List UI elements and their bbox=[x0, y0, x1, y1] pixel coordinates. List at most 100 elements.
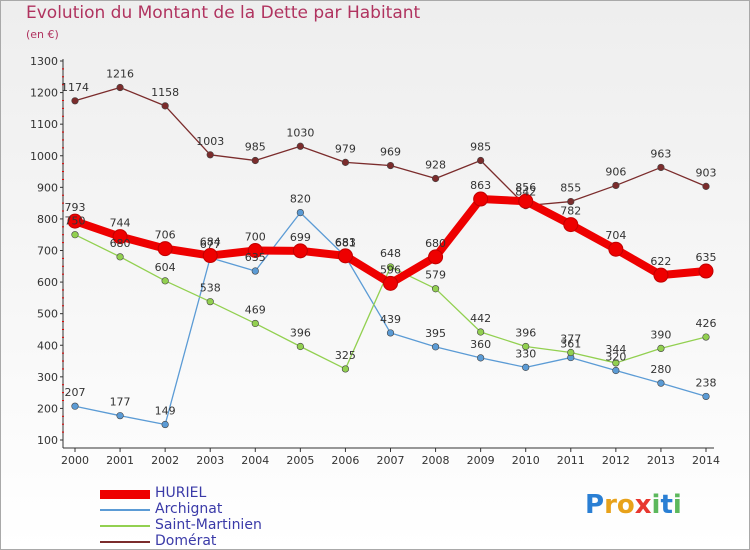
data-point bbox=[341, 158, 350, 166]
data-label: 648 bbox=[380, 247, 401, 260]
data-label: 325 bbox=[335, 349, 356, 362]
x-tick-label: 2005 bbox=[286, 454, 314, 467]
legend-label: HURIEL bbox=[155, 485, 207, 501]
x-tick-label: 2000 bbox=[61, 454, 89, 467]
data-point bbox=[296, 342, 304, 351]
data-point bbox=[202, 248, 218, 264]
data-point bbox=[657, 163, 665, 172]
data-label: 390 bbox=[650, 328, 671, 341]
y-tick-label: 600 bbox=[37, 276, 58, 289]
data-point bbox=[518, 193, 534, 209]
y-tick-label: 700 bbox=[37, 245, 58, 258]
x-tick-label: 2001 bbox=[106, 454, 134, 467]
data-point bbox=[116, 83, 124, 92]
data-label: 744 bbox=[110, 217, 131, 230]
data-label: 863 bbox=[470, 179, 491, 192]
data-point bbox=[292, 243, 308, 259]
data-label: 699 bbox=[290, 231, 311, 244]
data-point bbox=[702, 182, 710, 190]
data-point bbox=[296, 209, 304, 217]
data-label: 280 bbox=[650, 363, 671, 376]
data-label: 680 bbox=[110, 237, 131, 250]
data-point bbox=[567, 197, 575, 206]
data-point bbox=[657, 344, 665, 353]
y-tick-label: 800 bbox=[37, 213, 58, 226]
proxiti-logo: Proxiti bbox=[585, 490, 682, 520]
chart-subtitle: (en €) bbox=[26, 28, 59, 41]
data-point bbox=[337, 248, 353, 264]
legend-swatch bbox=[100, 509, 150, 511]
legend-item: HURIEL bbox=[100, 485, 320, 502]
chart-title: Evolution du Montant de la Dette par Hab… bbox=[26, 3, 421, 23]
data-point bbox=[341, 365, 350, 373]
data-label: 207 bbox=[65, 386, 86, 399]
data-label: 622 bbox=[650, 255, 671, 268]
data-point bbox=[702, 392, 710, 401]
y-tick-label: 900 bbox=[37, 181, 58, 194]
x-tick-label: 2009 bbox=[467, 454, 495, 467]
data-point bbox=[116, 253, 124, 261]
legend-label: Domérat bbox=[155, 533, 217, 549]
data-label: 680 bbox=[425, 237, 446, 250]
legend-swatch bbox=[100, 490, 150, 499]
y-tick-label: 200 bbox=[37, 402, 58, 415]
x-tick-label: 2014 bbox=[692, 454, 720, 467]
data-label: 330 bbox=[515, 347, 536, 360]
data-label: 426 bbox=[696, 317, 717, 330]
data-point bbox=[71, 402, 79, 410]
data-label: 360 bbox=[470, 338, 491, 351]
data-point bbox=[608, 241, 624, 257]
y-tick-label: 400 bbox=[37, 339, 58, 352]
data-point bbox=[567, 348, 575, 357]
data-point bbox=[116, 412, 124, 420]
legend-label: Archignat bbox=[155, 501, 223, 517]
data-point bbox=[157, 241, 173, 257]
data-label: 149 bbox=[155, 405, 176, 418]
y-tick-label: 100 bbox=[37, 434, 58, 447]
data-point bbox=[522, 363, 530, 371]
data-label: 469 bbox=[245, 303, 266, 316]
data-label: 1003 bbox=[196, 135, 224, 148]
data-label: 856 bbox=[515, 181, 536, 194]
data-label: 704 bbox=[605, 229, 626, 242]
data-label: 538 bbox=[200, 282, 221, 295]
legend: HURIEL Archignat Saint-Martinien Domérat bbox=[100, 485, 320, 550]
data-label: 903 bbox=[696, 166, 717, 179]
data-label: 681 bbox=[335, 237, 356, 250]
logo-letter: t bbox=[660, 490, 673, 520]
data-label: 604 bbox=[155, 261, 176, 274]
data-point bbox=[161, 277, 169, 285]
x-tick-label: 2006 bbox=[331, 454, 359, 467]
data-label: 782 bbox=[560, 205, 581, 218]
data-label: 177 bbox=[110, 396, 131, 409]
data-label: 684 bbox=[200, 236, 221, 249]
data-label: 320 bbox=[605, 351, 626, 364]
data-point bbox=[247, 243, 263, 258]
x-tick-label: 2013 bbox=[647, 454, 675, 467]
data-point bbox=[386, 263, 395, 271]
data-label: 963 bbox=[650, 147, 671, 160]
data-label: 396 bbox=[290, 327, 311, 340]
x-tick-label: 2008 bbox=[422, 454, 450, 467]
data-label: 344 bbox=[605, 343, 626, 356]
y-tick-label: 1300 bbox=[30, 55, 58, 68]
data-label: 750 bbox=[65, 215, 86, 228]
legend-item: Domérat bbox=[100, 533, 320, 550]
data-point bbox=[431, 285, 440, 293]
data-point bbox=[431, 343, 440, 351]
data-label: 842 bbox=[515, 186, 536, 199]
data-label: 677 bbox=[200, 238, 221, 251]
data-label: 377 bbox=[560, 333, 581, 346]
y-tick-label: 1200 bbox=[30, 87, 58, 100]
data-label: 1158 bbox=[151, 86, 179, 99]
data-point bbox=[251, 156, 259, 165]
data-label: 579 bbox=[425, 269, 446, 282]
legend-swatch bbox=[100, 541, 150, 543]
data-point bbox=[477, 328, 485, 336]
data-label: 1174 bbox=[61, 81, 89, 94]
logo-letter: P bbox=[585, 490, 605, 520]
data-point bbox=[71, 97, 79, 105]
data-point bbox=[67, 213, 83, 229]
data-label: 706 bbox=[155, 229, 176, 242]
